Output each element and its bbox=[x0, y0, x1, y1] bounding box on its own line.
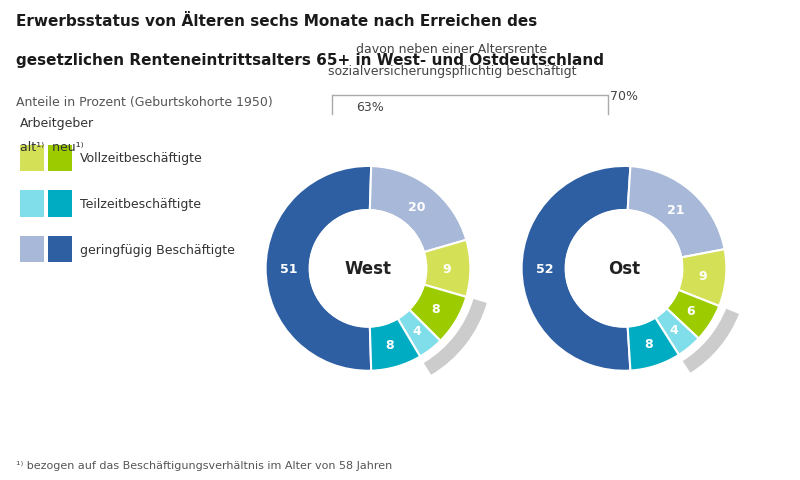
Text: 8: 8 bbox=[644, 337, 653, 350]
Text: 51: 51 bbox=[281, 262, 298, 276]
Text: 6: 6 bbox=[686, 304, 695, 317]
Text: ¹⁾ bezogen auf das Beschäftigungsverhältnis im Alter von 58 Jahren: ¹⁾ bezogen auf das Beschäftigungsverhält… bbox=[16, 460, 392, 470]
Circle shape bbox=[310, 211, 426, 327]
Text: davon neben einer Altersrente: davon neben einer Altersrente bbox=[357, 43, 547, 56]
Wedge shape bbox=[522, 167, 630, 371]
Text: 63%: 63% bbox=[356, 101, 384, 114]
Wedge shape bbox=[370, 319, 420, 371]
Text: Arbeitgeber: Arbeitgeber bbox=[20, 117, 94, 130]
Text: sozialversicherungspflichtig beschäftigt: sozialversicherungspflichtig beschäftigt bbox=[328, 65, 576, 78]
Text: alt¹⁾  neu¹⁾: alt¹⁾ neu¹⁾ bbox=[20, 141, 84, 154]
Text: Teilzeitbeschäftigte: Teilzeitbeschäftigte bbox=[80, 197, 201, 211]
Wedge shape bbox=[266, 167, 371, 371]
Text: gesetzlichen Renteneintrittsalters 65+ in West- und Ostdeutschland: gesetzlichen Renteneintrittsalters 65+ i… bbox=[16, 53, 604, 68]
Text: 21: 21 bbox=[667, 204, 685, 216]
Text: West: West bbox=[345, 260, 391, 278]
Text: 4: 4 bbox=[670, 323, 678, 336]
Wedge shape bbox=[628, 167, 725, 258]
Wedge shape bbox=[410, 285, 466, 341]
Wedge shape bbox=[655, 309, 698, 355]
Text: 70%: 70% bbox=[610, 89, 638, 103]
Text: Erwerbsstatus von Älteren sechs Monate nach Erreichen des: Erwerbsstatus von Älteren sechs Monate n… bbox=[16, 14, 538, 29]
Text: 4: 4 bbox=[412, 324, 421, 337]
Circle shape bbox=[566, 211, 682, 327]
Text: Anteile in Prozent (Geburtskohorte 1950): Anteile in Prozent (Geburtskohorte 1950) bbox=[16, 96, 273, 109]
Text: 52: 52 bbox=[537, 262, 554, 276]
Wedge shape bbox=[398, 310, 441, 357]
Text: 8: 8 bbox=[431, 302, 440, 315]
Text: 20: 20 bbox=[407, 200, 425, 213]
Text: 8: 8 bbox=[386, 338, 394, 351]
Wedge shape bbox=[628, 318, 679, 371]
Text: 9: 9 bbox=[442, 262, 451, 276]
Text: 9: 9 bbox=[698, 270, 707, 283]
Text: geringfügig Beschäftigte: geringfügig Beschäftigte bbox=[80, 243, 235, 256]
Text: Ost: Ost bbox=[608, 260, 640, 278]
Wedge shape bbox=[666, 290, 719, 339]
Wedge shape bbox=[370, 167, 466, 252]
Wedge shape bbox=[424, 240, 470, 297]
Text: Vollzeitbeschäftigte: Vollzeitbeschäftigte bbox=[80, 152, 202, 165]
Wedge shape bbox=[678, 250, 726, 306]
